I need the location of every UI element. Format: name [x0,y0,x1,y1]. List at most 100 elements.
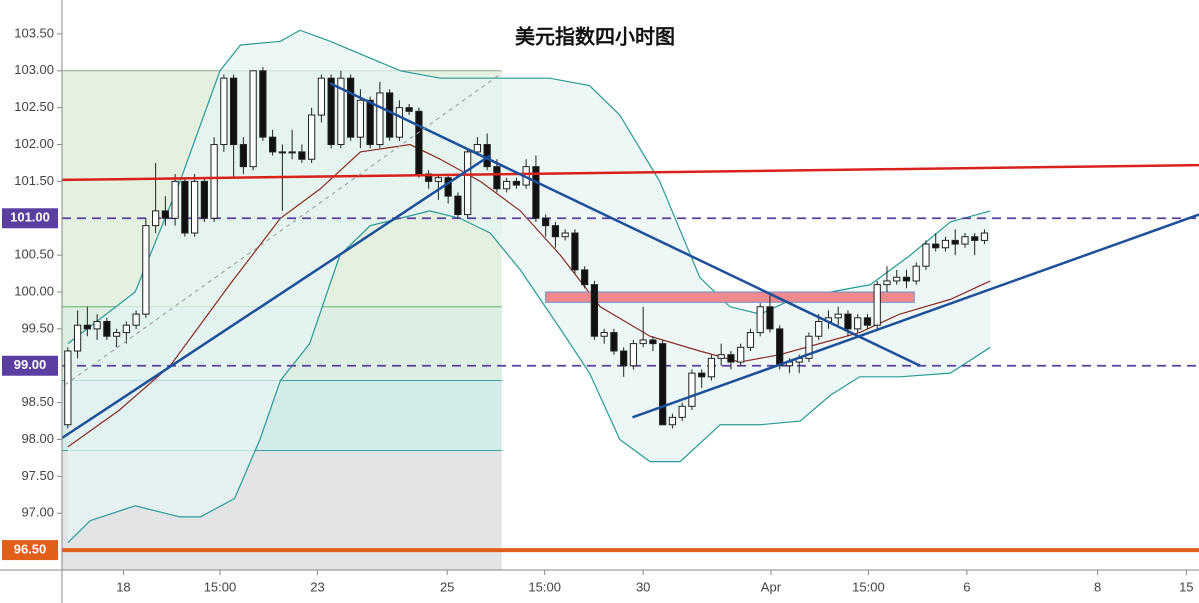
y-tick-label: 103.00 [14,62,54,77]
y-tick-label: 98.00 [21,431,54,446]
y-tick-label: 98.50 [21,394,54,409]
candle-body [366,99,374,146]
trend-line [632,213,1199,419]
candle-body [493,166,501,190]
candle-body [434,177,443,182]
candle-body [639,339,647,345]
candle-body [181,180,189,234]
y-tick-label: 102.00 [14,136,54,151]
x-tick-label: 8 [1094,579,1101,594]
price-label: 99.00 [14,357,47,372]
candle-body [239,144,247,168]
x-tick-label: 15:00 [204,579,237,594]
candle-body [103,321,111,337]
y-tick-label: 102.50 [14,99,54,114]
candle-body [766,306,774,330]
candle-body [259,70,267,138]
candle-body [200,180,208,219]
candle-body [571,232,579,271]
price-label: 101.00 [10,210,50,225]
candle-body [737,346,745,363]
candle-body [863,317,872,326]
price-label: 96.50 [14,542,47,557]
x-tick-label: 15:00 [852,579,885,594]
candle-body [805,335,813,359]
candle-body [951,239,959,245]
chart-title: 美元指数四小时图 [515,24,675,48]
candle-body [376,92,384,146]
candle-body [873,284,881,326]
candle-body [288,151,296,154]
candle-body [444,177,452,197]
candle-body [347,77,355,138]
candle-body [454,195,462,216]
x-tick-label: 15 [1179,579,1193,594]
candle-body [415,110,423,175]
trend-line [64,74,501,386]
candle-body [698,372,706,378]
candle-body [317,77,326,116]
candle-body [776,328,784,367]
candle-body [581,269,589,286]
candle-body [600,332,608,337]
candle-body [64,350,72,426]
candle-body [249,70,257,168]
x-tick-label: 18 [116,579,130,594]
candle-body [746,332,755,348]
candle-body [503,180,511,190]
resistance-zone [545,291,915,303]
candle-body [132,313,140,326]
candle-body [551,225,560,238]
candle-body [220,77,228,146]
candle-body [727,354,735,363]
candle-body [902,276,911,282]
candle-body [883,280,891,286]
candle-body [590,284,599,337]
candle-body [971,236,979,241]
x-tick-label: Apr [761,579,782,594]
candle-body [93,321,101,330]
price-label-box [2,355,58,376]
candle-body [678,405,686,418]
y-tick-label: 99.50 [21,320,54,335]
x-tick-label: 6 [963,579,970,594]
candle-body [473,144,482,153]
candle-body [707,357,716,378]
candle-body [629,343,638,367]
candle-body [142,225,150,315]
candle-body [668,416,677,426]
x-tick-label: 30 [636,579,650,594]
candle-body [112,332,121,337]
candle-body [756,306,764,334]
x-tick-label: 25 [440,579,454,594]
candle-body [532,166,540,219]
x-tick-label: 15:00 [528,579,561,594]
x-tick-label: 23 [310,579,324,594]
candle-body [717,354,725,359]
candle-body [171,180,179,219]
plot-area [61,29,1199,570]
candle-body [912,265,920,282]
middle-band [67,143,991,448]
y-tick-label: 100.50 [14,247,54,262]
candle-body [386,92,394,138]
candle-body [844,313,852,330]
price-label-box [2,540,58,561]
candle-body [922,243,930,267]
y-tick-label: 97.00 [21,505,54,520]
candle-body [190,180,199,234]
candle-body [854,317,862,330]
candle-body [269,136,277,153]
candle-body [308,114,316,160]
candle-body [337,77,345,146]
candle-body [327,77,335,146]
candle-body [230,77,238,146]
y-tick-label: 101.50 [14,173,54,188]
candle-body [542,217,550,227]
candle-body [561,232,569,238]
candle-body [688,372,696,407]
candle-body [815,321,823,337]
candle-body [512,180,521,186]
candle-body [932,243,940,249]
